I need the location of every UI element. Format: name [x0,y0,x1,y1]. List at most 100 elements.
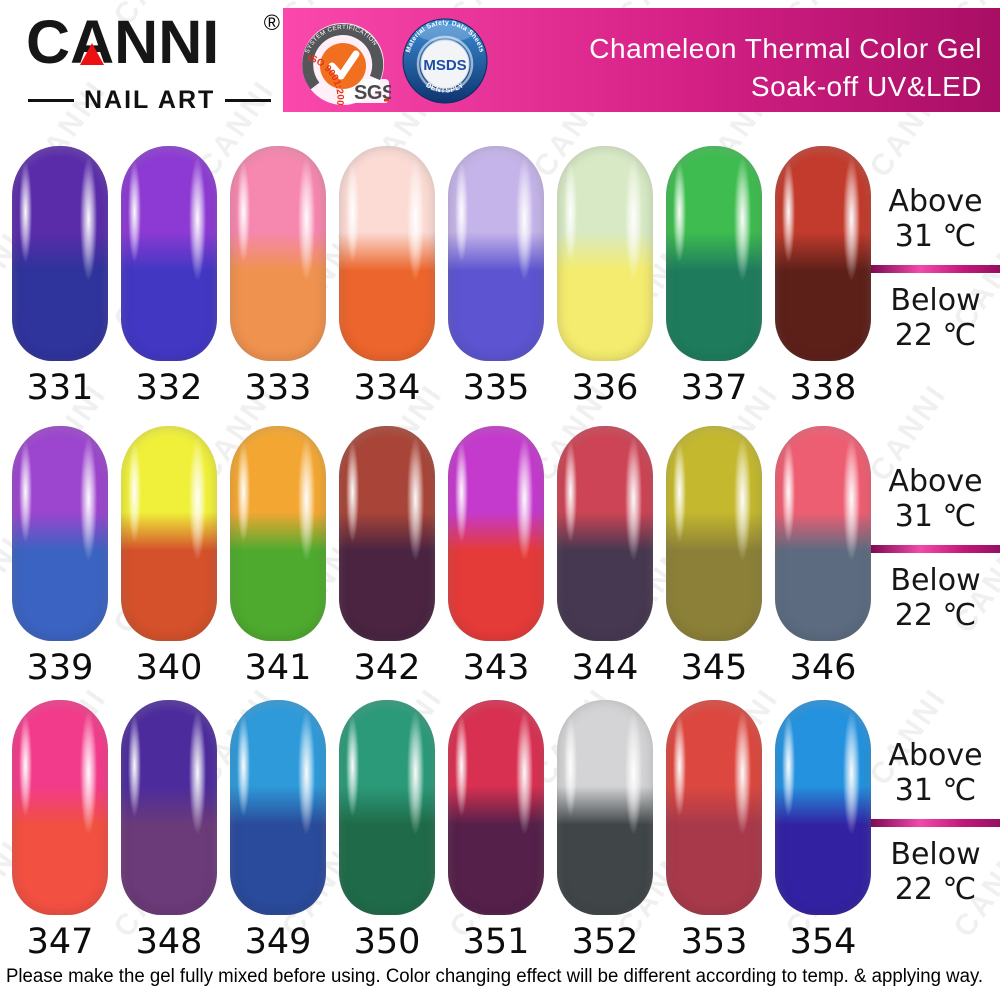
swatch-cell: 339 [12,426,108,688]
swatch-cell: 352 [557,700,653,962]
swatch-code: 345 [680,648,748,688]
gloss-highlight-icon [625,438,642,560]
swatch-cell: 336 [557,146,653,408]
gloss-highlight-icon [673,442,686,542]
swatch-row-2: 339 340 341 342 343 344 345 346 Above 31 ℃ Belo… [0,426,1000,688]
above-label: Above [888,184,983,219]
gloss-highlight-icon [80,158,97,280]
nail-swatch-335 [448,146,544,361]
brand-letter: N [158,8,203,76]
swatch-code: 349 [244,922,312,962]
swatch-cells: 339 340 341 342 343 344 345 346 [0,426,871,688]
gloss-highlight-icon [19,716,32,816]
swatch-cell: 338 [775,146,871,408]
swatch-code: 343 [462,648,530,688]
gloss-highlight-icon [564,162,577,262]
swatch-cell: 351 [448,700,544,962]
gloss-highlight-icon [346,442,359,542]
swatch-cell: 331 [12,146,108,408]
nail-swatch-341 [230,426,326,641]
gloss-highlight-icon [455,442,468,542]
swatch-code: 335 [462,368,530,408]
nail-swatch-336 [557,146,653,361]
nail-swatch-334 [339,146,435,361]
left-dash [28,99,74,103]
nail-swatch-352 [557,700,653,915]
temperature-divider [871,819,1000,827]
above-label: Above [888,738,983,773]
temperature-labels: Above 31 ℃ Below 22 ℃ [871,700,1000,962]
temperature-labels: Above 31 ℃ Below 22 ℃ [871,426,1000,688]
right-dash [225,99,272,103]
gloss-highlight-icon [128,442,141,542]
gloss-highlight-icon [564,716,577,816]
sgs-badge: SYSTEM CERTIFICATION ISO 9001:2000 SGS [299,17,391,105]
above-label: Above [888,464,983,499]
msds-badge: Material Safety Data Sheets MSDS DENTSPL… [402,18,488,104]
nail-swatch-340 [121,426,217,641]
logo-a-triangle-icon [80,43,105,66]
registered-mark: ® [263,10,280,35]
sgs-label: SGS [354,82,391,104]
banner-title-line2: Soak-off UV&LED [750,71,982,102]
swatch-cells: 347 348 349 350 351 352 353 354 [0,700,871,962]
gloss-highlight-icon [782,162,795,262]
banner-title-line1: Chameleon Thermal Color Gel [589,33,982,64]
certification-badges: SYSTEM CERTIFICATION ISO 9001:2000 SGS [299,17,489,105]
swatch-row-1: 331 332 333 334 335 336 337 338 Above 31 ℃ Belo… [0,146,1000,408]
swatch-cell: 344 [557,426,653,688]
swatch-cell: 347 [12,700,108,962]
brand-letter: I [202,8,220,76]
nail-swatch-346 [775,426,871,641]
swatch-cell: 334 [339,146,435,408]
swatch-code: 351 [462,922,530,962]
swatch-cell: 342 [339,426,435,688]
temperature-divider [871,545,1000,553]
swatch-code: 336 [571,368,639,408]
nail-swatch-347 [12,700,108,915]
gloss-highlight-icon [843,712,860,834]
gloss-highlight-icon [455,716,468,816]
swatch-cell: 354 [775,700,871,962]
gloss-highlight-icon [843,158,860,280]
below-label: Below [890,563,981,598]
gloss-highlight-icon [782,442,795,542]
gloss-highlight-icon [516,438,533,560]
below-label: Below [890,283,981,318]
below-temp: 22 ℃ [894,872,977,907]
swatch-code: 341 [244,648,312,688]
gloss-highlight-icon [298,158,315,280]
usage-note: Please make the gel fully mixed before u… [6,966,984,987]
swatch-code: 334 [353,368,421,408]
gloss-highlight-icon [625,158,642,280]
gloss-highlight-icon [298,438,315,560]
swatch-code: 331 [26,368,94,408]
swatch-code: 352 [571,922,639,962]
gloss-highlight-icon [407,438,424,560]
swatch-cell: 349 [230,700,326,962]
gloss-highlight-icon [189,712,206,834]
nail-swatch-345 [666,426,762,641]
gloss-highlight-icon [298,712,315,834]
gloss-highlight-icon [625,712,642,834]
gloss-highlight-icon [19,442,32,542]
swatch-code: 342 [353,648,421,688]
gloss-highlight-icon [673,716,686,816]
gloss-highlight-icon [80,712,97,834]
gloss-highlight-icon [128,716,141,816]
gloss-highlight-icon [407,158,424,280]
swatch-code: 348 [135,922,203,962]
temperature-divider [871,265,1000,273]
swatch-cell: 345 [666,426,762,688]
brand-letter: A [70,8,115,76]
nail-swatch-333 [230,146,326,361]
gloss-highlight-icon [80,438,97,560]
swatch-cell: 350 [339,700,435,962]
brand-subtitle: NAIL ART [28,86,278,115]
temperature-labels: Above 31 ℃ Below 22 ℃ [871,146,1000,408]
nail-swatch-342 [339,426,435,641]
swatch-cell: 337 [666,146,762,408]
brand-letter: C [26,8,71,76]
